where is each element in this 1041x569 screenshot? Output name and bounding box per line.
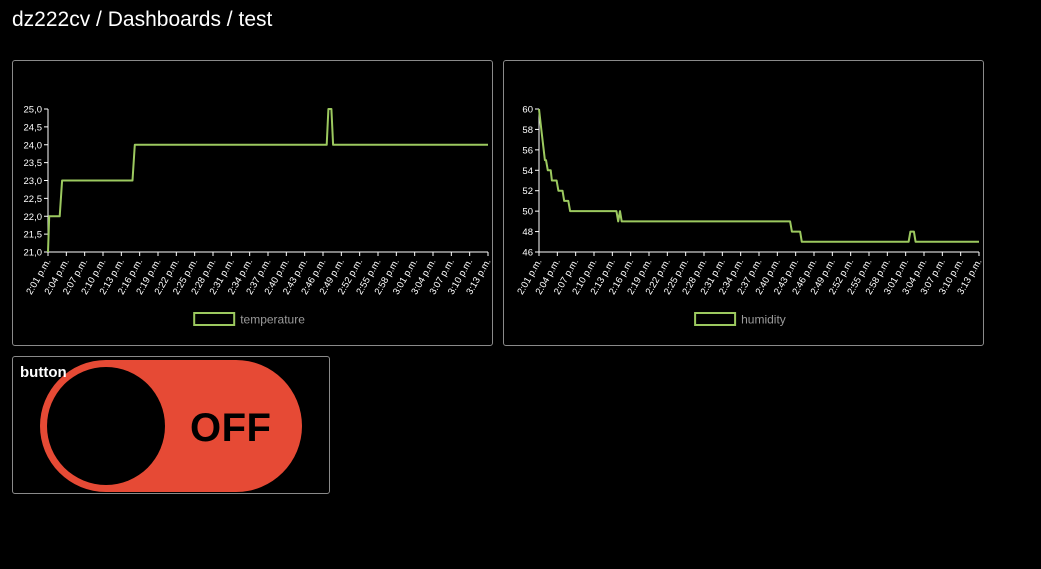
y-tick-label: 24,5 [24, 122, 43, 133]
legend-label[interactable]: humidity [741, 313, 786, 327]
breadcrumb-org[interactable]: dz222cv [12, 8, 91, 31]
widget-title: button [20, 364, 67, 381]
y-tick-label: 22,0 [24, 212, 43, 223]
toggle-state-label: OFF [190, 406, 272, 450]
y-tick-label: 21,5 [24, 230, 43, 241]
series-line-temperature [47, 108, 488, 253]
breadcrumb-current-dashboard: test [238, 8, 273, 31]
y-tick-label: 56 [522, 145, 533, 156]
y-tick-label: 23,5 [24, 158, 43, 169]
series-line-humidity [538, 108, 979, 243]
temperature-chart: 21,021,522,022,523,023,524,024,525,02:01… [24, 105, 494, 327]
humidity-chart-panel: 46 48 50 52 54 56 58 60 2:01 p.m. 2:04 p.m. 2:07 p… [503, 60, 985, 346]
toggle-knob[interactable] [47, 367, 165, 485]
y-tick-label: 46 [522, 248, 533, 259]
legend-swatch[interactable] [193, 312, 236, 326]
y-tick-label: 24,0 [24, 140, 43, 151]
y-tick-label: 21,0 [24, 248, 43, 259]
y-tick-label: 25,0 [24, 105, 43, 116]
power-toggle-switch[interactable]: OFF [40, 360, 302, 492]
y-tick-label: 52 [522, 186, 533, 197]
y-tick-label: 50 [522, 207, 533, 218]
y-tick-label: 60 [522, 105, 533, 116]
y-tick-label: 22,5 [24, 194, 43, 205]
button-widget-panel: OFF button [12, 356, 330, 494]
legend-swatch[interactable] [694, 312, 737, 326]
breadcrumb-separator: / [220, 8, 239, 31]
breadcrumb-dashboards[interactable]: Dashboards [107, 8, 221, 31]
breadcrumb-separator: / [90, 8, 108, 31]
y-tick-label: 23,0 [24, 176, 43, 187]
y-tick-label: 48 [522, 227, 533, 238]
y-tick-label: 54 [522, 166, 533, 177]
breadcrumb: dz222cv / Dashboards / test [12, 8, 272, 32]
legend-label[interactable]: temperature [240, 313, 305, 327]
temperature-chart-panel: 21,0 21,5 22,0 22,5 23,0 23,5 24,0 24,5 25,0 2:01… [12, 60, 494, 346]
y-tick-label: 58 [522, 125, 533, 136]
